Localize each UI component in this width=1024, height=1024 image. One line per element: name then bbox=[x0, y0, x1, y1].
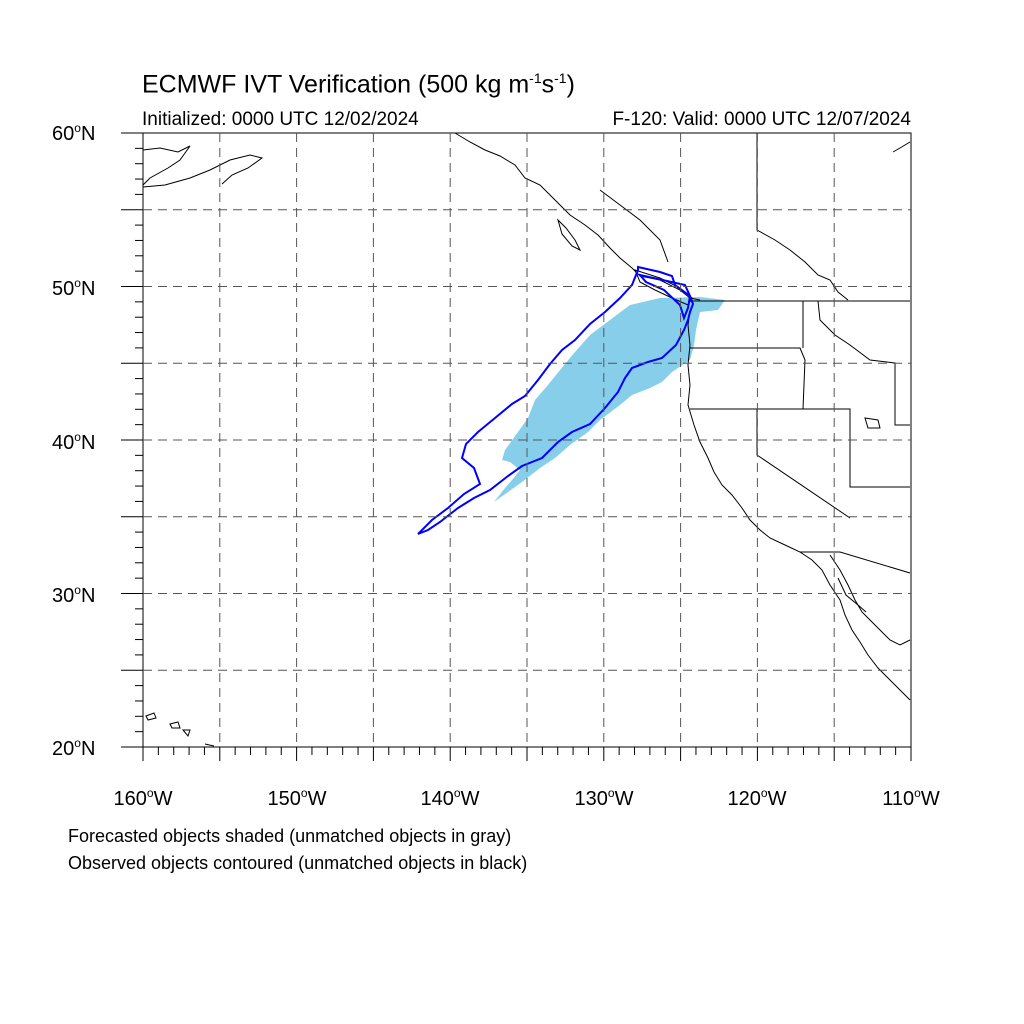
lat-label-30: 30oN bbox=[52, 583, 96, 607]
caption-observed: Observed objects contoured (unmatched ob… bbox=[68, 853, 528, 873]
alaska-coast bbox=[142, 145, 264, 188]
alaska-canada-border bbox=[599, 189, 669, 263]
initialized-label: Initialized: 0000 UTC 12/02/2024 bbox=[142, 109, 419, 130]
caption-forecast: Forecasted objects shaded (unmatched obj… bbox=[68, 826, 512, 846]
us-west-coast bbox=[687, 309, 911, 701]
state-lines bbox=[690, 300, 911, 574]
observed-object-contour bbox=[417, 265, 695, 535]
lat-label-50: 50oN bbox=[52, 276, 96, 300]
lat-label-40: 40oN bbox=[52, 430, 96, 454]
graticule bbox=[143, 133, 911, 747]
lat-label-20: 20oN bbox=[52, 736, 96, 760]
forecast-object bbox=[494, 297, 725, 502]
great-salt-lake bbox=[864, 417, 881, 429]
canada-interior bbox=[756, 133, 849, 301]
lon-label-150w: 150oW bbox=[267, 786, 327, 810]
lon-label-120w: 120oW bbox=[727, 786, 787, 810]
coastlines bbox=[142, 132, 911, 747]
lon-label-140w: 140oW bbox=[420, 786, 480, 810]
baja-california bbox=[829, 554, 911, 646]
lon-label-110w: 110oW bbox=[882, 786, 940, 810]
bc-coast bbox=[454, 132, 701, 301]
northeast-coast bbox=[892, 141, 911, 153]
valid-time-label: F-120: Valid: 0000 UTC 12/07/2024 bbox=[612, 109, 911, 130]
axis-ticks bbox=[121, 132, 912, 761]
lon-label-130w: 130oW bbox=[574, 786, 634, 810]
lat-label-60: 60oN bbox=[52, 121, 96, 145]
haida-gwaii bbox=[556, 218, 582, 252]
lon-label-160w: 160oW bbox=[113, 786, 173, 810]
chart-title: ECMWF IVT Verification (500 kg m-1s-1) bbox=[142, 70, 575, 99]
hawaiian-islands bbox=[145, 712, 215, 747]
